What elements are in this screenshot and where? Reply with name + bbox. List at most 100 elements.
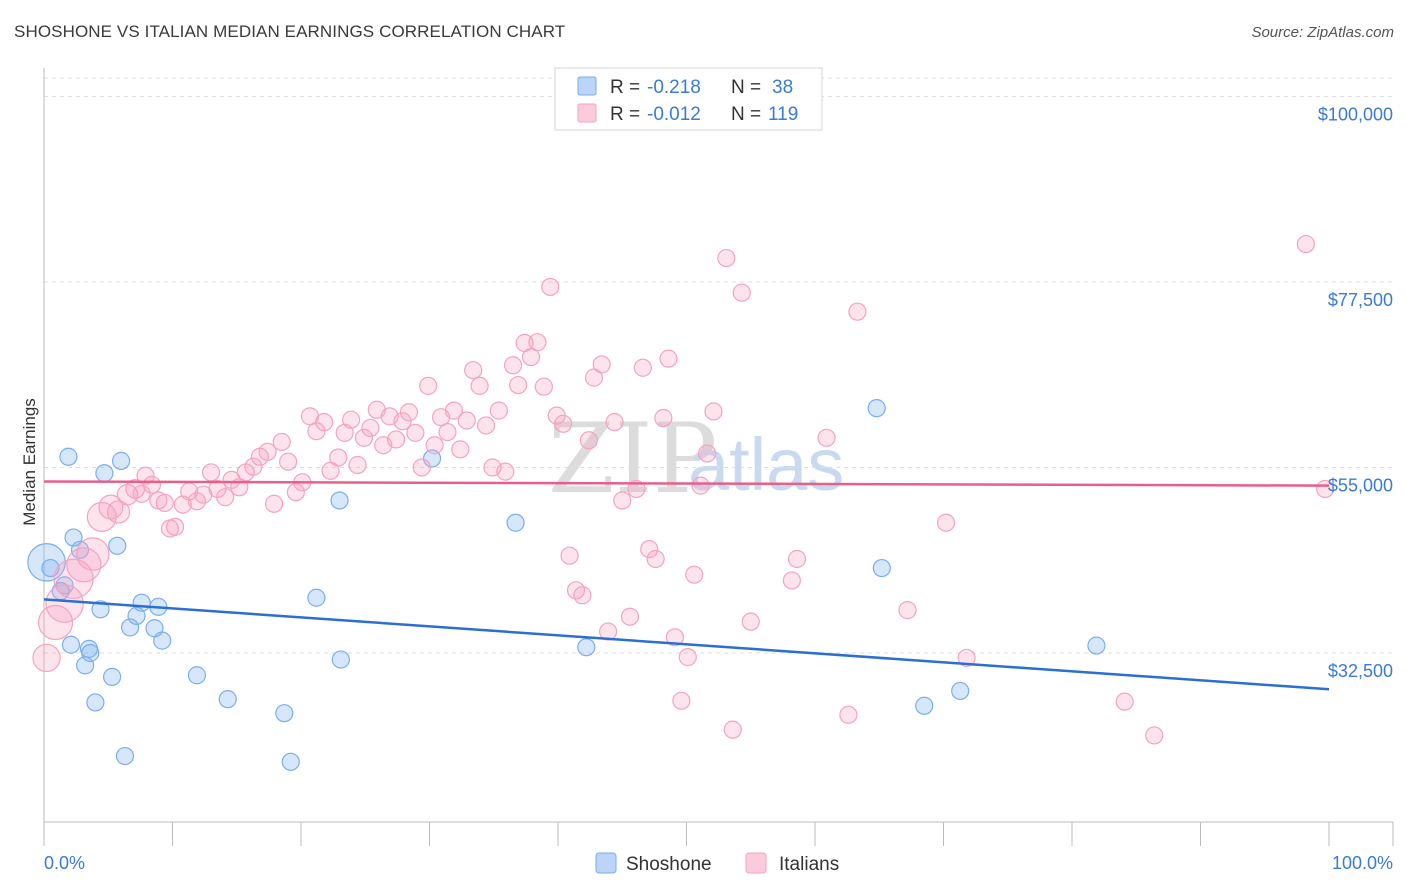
italians-point <box>470 376 489 395</box>
italians-point <box>685 565 704 584</box>
italians-point <box>528 333 547 352</box>
italians-point <box>258 442 277 461</box>
axes <box>43 68 1394 846</box>
italians-point <box>476 416 496 435</box>
shoshone-trend-line <box>43 598 1330 691</box>
italians-point <box>438 422 457 442</box>
shoshone-point <box>115 746 135 766</box>
shoshone-point <box>307 588 326 607</box>
italians-point <box>782 571 801 590</box>
italians-point <box>605 413 624 432</box>
italians-point <box>579 431 598 450</box>
italians-point <box>640 540 659 559</box>
italians-point <box>329 448 348 467</box>
italians-point <box>496 462 515 481</box>
italians-point <box>620 607 640 626</box>
shoshone-point <box>577 638 596 657</box>
stats-legend-box <box>554 67 823 131</box>
italians-point <box>573 586 592 605</box>
legend-r-value-1: -0.218 <box>647 77 701 98</box>
shoshone-point <box>86 693 105 712</box>
bottom-legend-swatch-shoshone <box>595 852 617 874</box>
y-tick-label: $100,000 <box>1318 104 1393 124</box>
shoshone-point <box>951 681 970 701</box>
legend-n-label-2: N = <box>731 104 761 125</box>
italians-point <box>406 423 425 442</box>
series-legend: Shoshone Italians <box>595 852 839 875</box>
shoshone-point <box>153 631 172 650</box>
italians-point <box>672 691 691 710</box>
italians-point <box>678 648 697 667</box>
shoshone-point <box>103 667 122 686</box>
italians-point <box>451 440 470 459</box>
y-axis-label: Median Earnings <box>20 398 39 526</box>
italians-point <box>534 377 553 396</box>
shoshone-point <box>132 593 151 612</box>
italians-point <box>560 546 579 565</box>
y-tick-label: $77,500 <box>1328 290 1393 310</box>
shoshone-point <box>120 618 140 637</box>
italians-point <box>1296 234 1315 254</box>
italians-point <box>386 430 406 449</box>
x-tick-max: 100.0% <box>1332 853 1393 873</box>
shoshone-point <box>275 704 294 723</box>
italians-point <box>723 720 742 739</box>
chart-title: SHOSHONE VS ITALIAN MEDIAN EARNINGS CORR… <box>14 22 566 41</box>
italians-point <box>464 361 483 380</box>
italians-point <box>37 604 74 641</box>
italians-point <box>132 484 151 503</box>
shoshone-point <box>70 540 90 560</box>
italians-point <box>354 428 374 447</box>
italians-point <box>361 418 380 438</box>
italians-point <box>412 458 431 477</box>
italians-point <box>222 470 241 489</box>
italians-point <box>554 414 573 433</box>
italians-point <box>691 476 710 495</box>
shoshone-point <box>915 696 934 715</box>
italians-point <box>503 356 523 375</box>
italians-point <box>279 452 298 471</box>
legend-swatch-shoshone <box>577 76 597 96</box>
italians-point <box>541 277 560 297</box>
italians-point <box>307 422 326 441</box>
italians-point <box>1115 692 1134 711</box>
italians-point <box>697 444 717 463</box>
italians-point <box>489 401 508 420</box>
italians-point <box>659 349 678 368</box>
italians-point <box>348 455 367 475</box>
italians-point <box>646 549 665 569</box>
italians-point <box>106 500 131 524</box>
italians-point <box>393 412 412 431</box>
data-points <box>27 234 1335 771</box>
italians-point <box>787 549 807 569</box>
italians-point <box>848 302 867 321</box>
italians-point <box>136 466 155 485</box>
italians-point <box>817 428 836 447</box>
italians-point <box>1145 726 1164 745</box>
y-tick-label: $32,500 <box>1328 661 1393 681</box>
italians-point <box>216 488 235 507</box>
italians-point <box>613 491 632 510</box>
shoshone-point <box>61 635 81 654</box>
italians-point <box>704 402 723 421</box>
shoshone-point <box>330 491 349 510</box>
shoshone-point <box>867 399 886 418</box>
italians-trend-line <box>43 480 1330 487</box>
italians-point <box>654 408 673 428</box>
trend-lines <box>43 480 1330 691</box>
bottom-legend-swatch-italians <box>745 852 767 874</box>
source-label: Source: ZipAtlas.com <box>1251 24 1394 41</box>
italians-point <box>444 401 464 420</box>
y-tick-labels: $32,500 $55,000 $77,500 $100,000 <box>1318 104 1393 681</box>
italians-point <box>66 547 102 583</box>
shoshone-point <box>59 447 78 466</box>
italians-point <box>165 517 185 536</box>
x-tick-min: 0.0% <box>44 853 85 873</box>
italians-point <box>419 376 438 395</box>
italians-point <box>32 643 61 673</box>
italians-point <box>741 612 760 631</box>
italians-point <box>244 457 263 476</box>
legend-n-value-1: 38 <box>772 77 793 98</box>
shoshone-point <box>108 536 127 555</box>
